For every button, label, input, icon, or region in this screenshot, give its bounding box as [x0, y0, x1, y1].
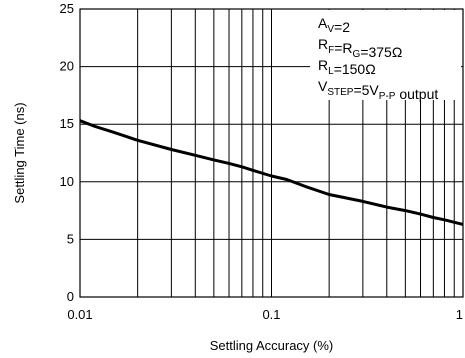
plot-frame — [79, 8, 464, 298]
x-tick-label: 0.01 — [67, 307, 92, 322]
y-tick-label: 20 — [60, 59, 74, 74]
grid-lines — [80, 9, 463, 297]
annotation-av: AV=2 — [318, 15, 350, 35]
y-tick-label: 5 — [67, 231, 74, 246]
y-axis-label: Settling Time (ns) — [12, 102, 27, 203]
y-tick-label: 0 — [67, 289, 74, 304]
annotation-vstep: VSTEP=5VP-P output — [318, 78, 438, 102]
x-axis-label: Settling Accuracy (%) — [210, 338, 334, 353]
annotation-rf: RF=RG=375Ω — [318, 36, 402, 60]
y-tick-label: 25 — [60, 1, 74, 16]
tick-labels: 0 5 10 15 20 25 0.01 0.1 1 — [60, 1, 463, 322]
y-tick-label: 10 — [60, 174, 74, 189]
series-line-0 — [79, 119, 464, 226]
annotation-background — [310, 10, 461, 100]
annotation-rl: RL=150Ω — [318, 57, 376, 77]
series-layer — [79, 119, 464, 226]
x-tick-label: 1 — [456, 307, 463, 322]
y-tick-label: 15 — [60, 116, 74, 131]
x-tick-label: 0.1 — [262, 307, 280, 322]
